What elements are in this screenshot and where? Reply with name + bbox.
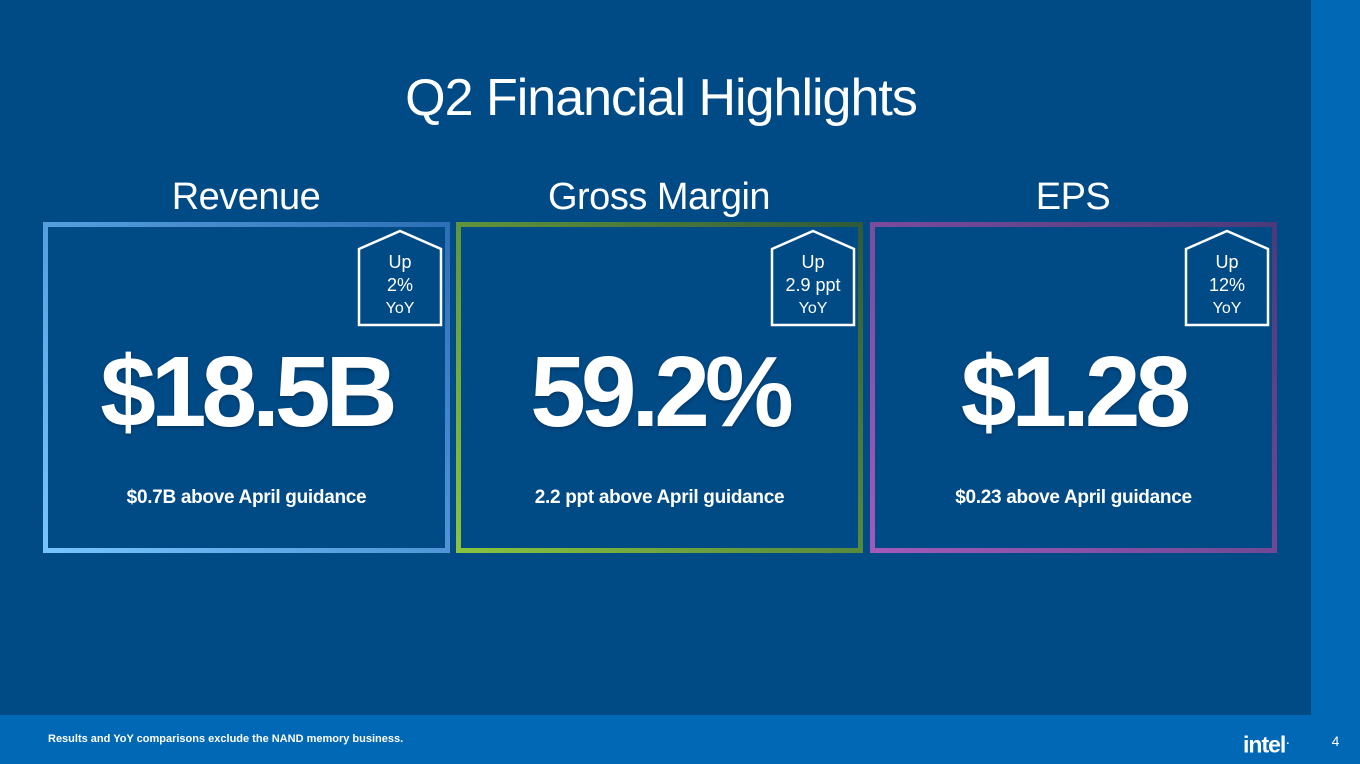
house-badge-icon <box>1184 229 1270 327</box>
badge-line-up: Up <box>1215 252 1239 272</box>
slide-title: Q2 Financial Highlights <box>405 69 918 127</box>
house-badge-icon <box>357 229 443 327</box>
gross-margin-guidance: 2.2 ppt above April guidance <box>534 487 785 508</box>
house-badge-icon <box>770 229 856 327</box>
eps-heading: EPS <box>1035 176 1111 218</box>
right-accent-stripe <box>1311 0 1360 764</box>
eps-guidance: $0.23 above April guidance <box>955 487 1192 508</box>
badge-line-yoy: YoY <box>385 300 415 317</box>
revenue-guidance: $0.7B above April guidance <box>126 487 367 508</box>
eps-yoy-badge: Up 12% YoY <box>1184 229 1270 327</box>
revenue-heading: Revenue <box>171 176 321 218</box>
footer-bar <box>0 715 1311 764</box>
revenue-badge-text: Up 2% YoY <box>357 251 443 320</box>
badge-line-amount: 2.9 ppt <box>785 275 841 295</box>
badge-line-amount: 2% <box>386 275 413 295</box>
revenue-value: $18.5B <box>100 336 397 448</box>
gross-margin-value: 59.2% <box>530 336 794 448</box>
eps-value: $1.28 <box>960 336 1191 448</box>
logo-dot: . <box>1286 735 1289 747</box>
badge-line-up: Up <box>801 252 825 272</box>
badge-line-amount: 12% <box>1208 275 1246 295</box>
badge-line-yoy: YoY <box>798 300 828 317</box>
badge-line-yoy: YoY <box>1212 300 1242 317</box>
eps-badge-text: Up 12% YoY <box>1184 251 1270 320</box>
intel-logo: intel. <box>1243 727 1289 759</box>
badge-line-up: Up <box>388 252 412 272</box>
logo-text: intel <box>1243 731 1286 758</box>
footer-note: Results and YoY comparisons exclude the … <box>48 733 404 745</box>
page-number: 4 <box>1331 733 1340 749</box>
revenue-yoy-badge: Up 2% YoY <box>357 229 443 327</box>
gross-margin-yoy-badge: Up 2.9 ppt YoY <box>770 229 856 327</box>
gross-margin-heading: Gross Margin <box>547 176 771 218</box>
gross-margin-badge-text: Up 2.9 ppt YoY <box>770 251 856 320</box>
